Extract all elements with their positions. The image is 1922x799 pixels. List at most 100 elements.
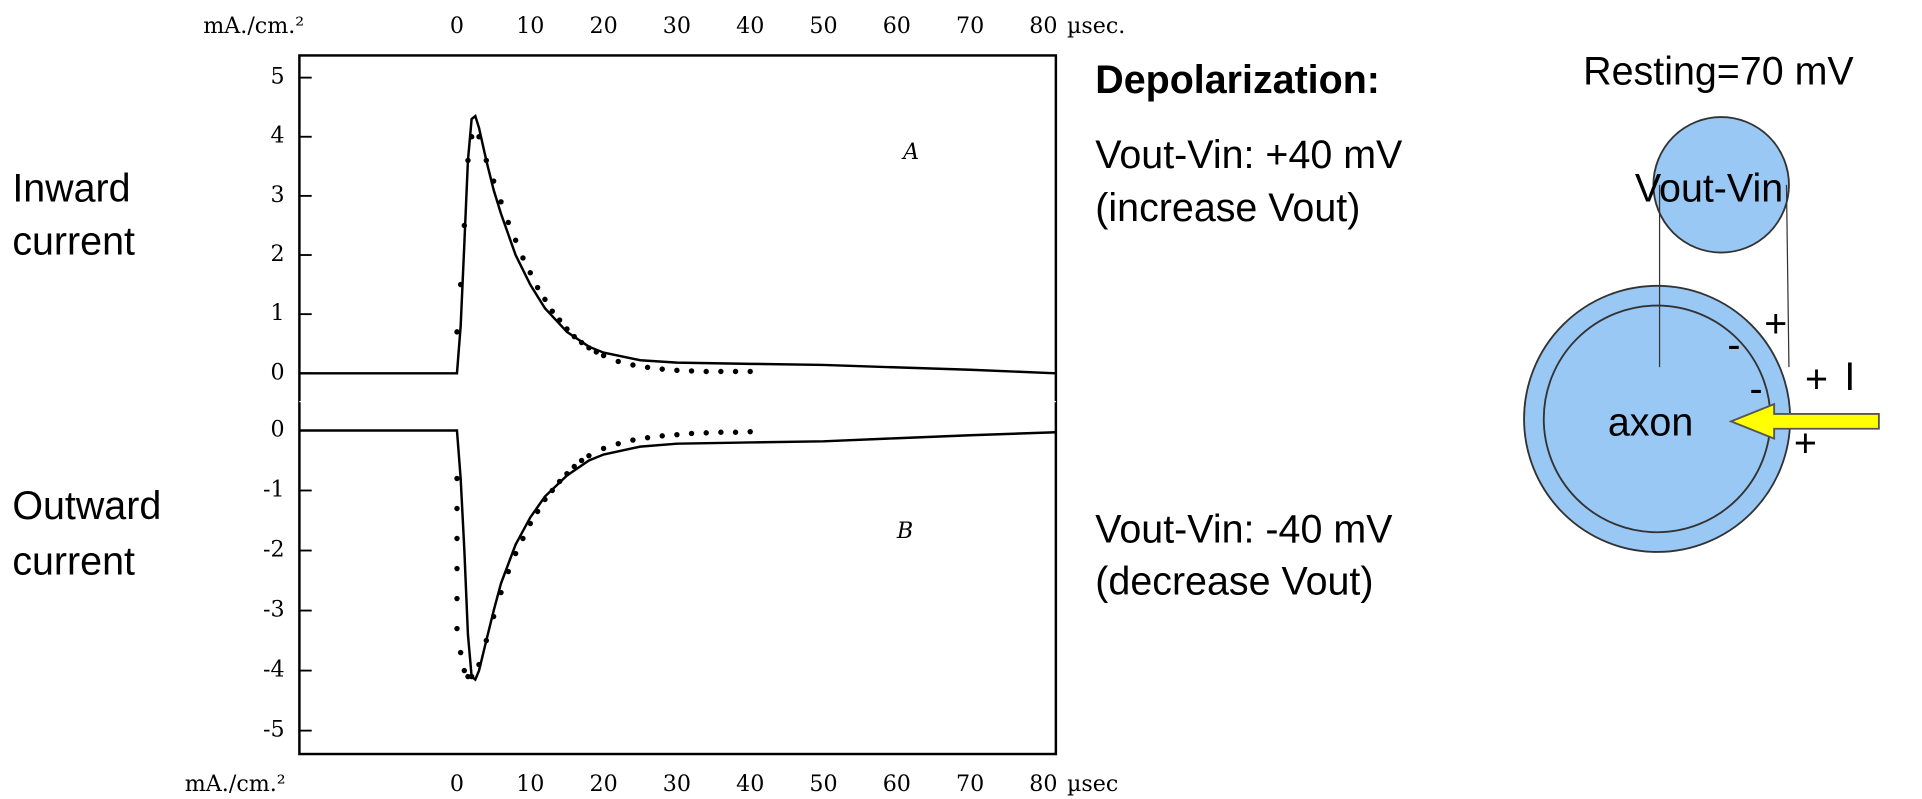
data-point (498, 199, 503, 204)
side-label: current (12, 540, 135, 584)
current-label: I (1844, 355, 1855, 399)
charge-sign: - (1750, 367, 1763, 411)
axon-diagram: Resting=70 mV Vout-Vin axon + - + - + I (1524, 49, 1879, 552)
x-tick-label: 30 (663, 771, 691, 797)
plot-frame (299, 55, 1055, 754)
data-point (594, 349, 599, 354)
x-tick-label: 70 (956, 771, 984, 797)
data-point (506, 569, 511, 574)
data-point (674, 368, 679, 373)
charge-sign: + (1764, 302, 1787, 346)
data-point (484, 158, 489, 163)
y-tick-label: 1 (270, 300, 284, 326)
data-point (747, 369, 752, 374)
data-point (454, 329, 459, 334)
data-point (513, 238, 518, 243)
x-tick-label: 10 (516, 13, 544, 39)
data-point (458, 282, 463, 287)
data-point (520, 536, 525, 541)
x-tick-label: 20 (589, 771, 617, 797)
data-point (660, 366, 665, 371)
data-point (704, 430, 709, 435)
y-tick-label: 2 (270, 241, 284, 267)
data-point (616, 359, 621, 364)
data-point (564, 471, 569, 476)
y-tick-label: 0 (270, 416, 284, 442)
data-point (718, 430, 723, 435)
y-tick-label: -3 (263, 597, 285, 623)
x-tick-label: 60 (883, 771, 911, 797)
panel-label: B (896, 518, 913, 544)
data-point (630, 437, 635, 442)
y-tick-label: 4 (270, 123, 284, 149)
x-tick-label: 80 (1029, 13, 1057, 39)
y-tick-label: 3 (270, 182, 284, 208)
charge-sign: + (1805, 357, 1828, 401)
current-curve (299, 116, 1055, 373)
y-tick-label: 5 (270, 64, 284, 90)
data-point (458, 650, 463, 655)
x-tick-label: 0 (450, 771, 464, 797)
data-point (630, 362, 635, 367)
data-point (506, 220, 511, 225)
data-point (550, 308, 555, 313)
data-point (476, 134, 481, 139)
data-point (733, 430, 738, 435)
data-point (579, 458, 584, 463)
data-point (454, 626, 459, 631)
x-tick-label: 60 (883, 13, 911, 39)
data-point (601, 353, 606, 358)
charge-sign: - (1727, 323, 1740, 367)
note: (increase Vout) (1095, 186, 1360, 230)
data-point (528, 521, 533, 526)
side-label: Inward (12, 166, 130, 210)
x-tick-label: 0 (450, 13, 464, 39)
data-point (557, 479, 562, 484)
data-point (542, 297, 547, 302)
data-point (704, 369, 709, 374)
x-tick-label: 50 (809, 771, 837, 797)
data-point (454, 506, 459, 511)
data-point (454, 476, 459, 481)
data-point (513, 551, 518, 556)
y-tick-label: -5 (263, 717, 285, 743)
side-label: current (12, 219, 135, 263)
y-tick-label: 0 (270, 359, 284, 385)
data-point (586, 345, 591, 350)
current-curve (299, 430, 1055, 679)
data-point (462, 223, 467, 228)
x-tick-label: 50 (809, 13, 837, 39)
data-point (484, 638, 489, 643)
data-point (520, 255, 525, 260)
data-point (469, 674, 474, 679)
figure: mA./cm.² mA./cm.² µsec. µsec A B Inward … (0, 0, 1922, 799)
data-point (586, 453, 591, 458)
data-point (616, 441, 621, 446)
note: Vout-Vin: +40 mV (1095, 133, 1403, 177)
data-point (733, 369, 738, 374)
data-point (572, 334, 577, 339)
data-point (572, 464, 577, 469)
x-tick-label: 20 (589, 13, 617, 39)
side-label: Outward (12, 484, 161, 528)
data-point (660, 433, 665, 438)
y-tick-label: -2 (263, 537, 285, 563)
x-tick-label: 40 (736, 13, 764, 39)
data-point (550, 488, 555, 493)
data-point (528, 270, 533, 275)
x-unit: µsec (1067, 771, 1118, 797)
data-point (535, 285, 540, 290)
resting-label: Resting=70 mV (1583, 49, 1854, 93)
data-point (454, 596, 459, 601)
x-tick-label: 80 (1029, 771, 1057, 797)
data-point (747, 429, 752, 434)
y-unit: mA./cm.² (185, 771, 286, 797)
data-point (535, 509, 540, 514)
data-point (542, 497, 547, 502)
x-tick-label: 10 (516, 771, 544, 797)
data-point (454, 566, 459, 571)
data-point (645, 365, 650, 370)
x-unit: µsec. (1067, 13, 1125, 39)
panel-label: A (901, 139, 919, 165)
y-unit: mA./cm.² (203, 13, 304, 39)
